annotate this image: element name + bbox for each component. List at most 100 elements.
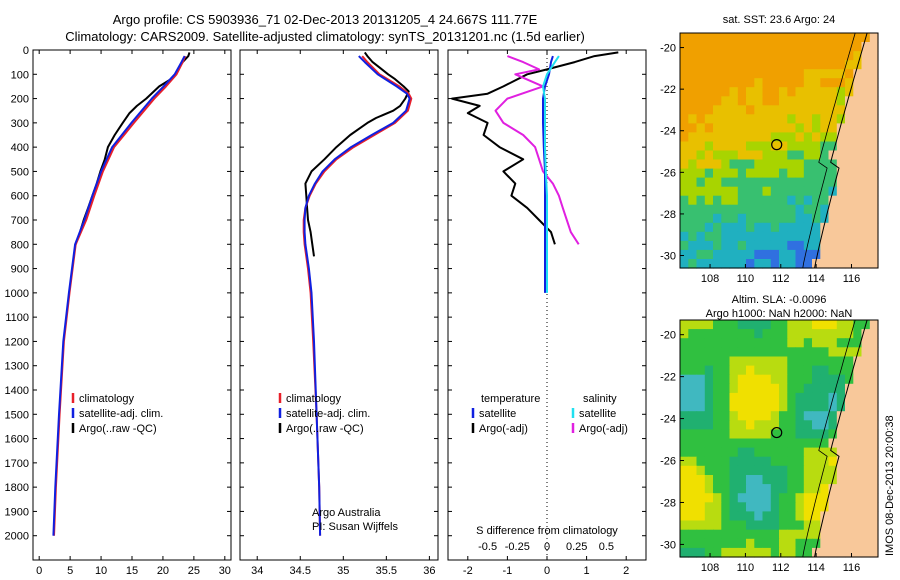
map-cell	[680, 213, 689, 224]
argo-position-marker	[771, 426, 783, 439]
map-cell	[820, 365, 830, 376]
map-cell	[795, 195, 805, 206]
map-cell	[713, 511, 722, 522]
map-cell	[754, 475, 764, 485]
map-cell	[803, 456, 813, 467]
map-cell	[713, 465, 722, 476]
map-cell	[828, 465, 838, 476]
map-cell	[836, 222, 846, 233]
sla-map: 108 110 112 114 116 -20 -22 -24 -26 -28 -30	[660, 319, 879, 574]
map-cell	[812, 186, 821, 197]
map-cell	[779, 231, 788, 242]
map-cell	[820, 420, 830, 430]
map-cell	[787, 240, 797, 251]
x-tick-label: 2	[623, 565, 629, 577]
map-cell	[754, 356, 764, 367]
map-cell	[820, 338, 830, 348]
map-cell	[812, 132, 821, 142]
map-cell	[787, 213, 797, 224]
map-cell	[861, 484, 871, 494]
map-cell	[779, 259, 788, 269]
map-cell	[754, 320, 764, 330]
map-cell	[836, 475, 846, 485]
map-cell	[704, 438, 714, 449]
map-cell	[795, 356, 805, 367]
map-cell	[754, 438, 764, 449]
map-cell	[779, 329, 788, 339]
map-cell	[721, 392, 731, 403]
map-cell	[688, 383, 698, 394]
map-cell	[746, 475, 755, 485]
map-cell	[779, 186, 788, 197]
map-cell	[746, 465, 755, 476]
map-cell	[762, 320, 772, 330]
map-cell	[803, 365, 813, 376]
map-cell	[828, 520, 838, 531]
map-cell	[845, 529, 854, 540]
map-cell	[746, 177, 755, 188]
map-cell	[754, 447, 764, 458]
map-cell	[713, 502, 722, 512]
map-cell	[680, 374, 689, 385]
map-cell	[762, 447, 772, 458]
map-cell	[770, 392, 780, 403]
map-cell	[762, 429, 772, 440]
map-cell	[820, 429, 830, 440]
map-cell	[729, 502, 739, 512]
map-cell	[779, 150, 788, 161]
map-cell	[746, 159, 755, 170]
map-cell	[704, 447, 714, 458]
figure-title-line1: Argo profile: CS 5903936_71 02-Dec-2013 …	[112, 12, 538, 27]
map-cell	[861, 465, 871, 476]
map-cell	[861, 240, 871, 251]
map-cell	[721, 213, 731, 224]
map-cell	[721, 249, 731, 260]
map-cell	[836, 42, 846, 52]
map-cell	[729, 493, 739, 503]
map-cell	[680, 177, 689, 188]
map-cell	[729, 529, 739, 540]
map-cell	[828, 177, 838, 188]
map-cell	[770, 177, 780, 188]
map-cell	[688, 475, 698, 485]
map-cell	[770, 356, 780, 367]
map-cell	[861, 78, 871, 88]
map-cell	[737, 51, 747, 61]
x-tick-label: 36	[423, 565, 435, 577]
map-cell	[828, 411, 838, 421]
map-cell	[729, 114, 739, 124]
map-cell	[762, 249, 772, 260]
map-cell	[696, 547, 706, 558]
map-x-tick-label: 116	[843, 562, 861, 574]
map-cell	[787, 338, 797, 348]
map-cell	[820, 51, 830, 61]
map-cell	[754, 204, 764, 215]
map-cell	[845, 402, 854, 412]
map-cell	[861, 87, 871, 97]
map-x-tick-label: 116	[843, 273, 861, 285]
map-cell	[688, 484, 698, 494]
map-cell	[820, 123, 830, 133]
map-cell	[737, 365, 747, 376]
map-cell	[746, 438, 755, 449]
map-cell	[754, 141, 764, 152]
map-cell	[762, 374, 772, 385]
map-cell	[688, 231, 698, 242]
map-cell	[696, 249, 706, 260]
map-cell	[828, 347, 838, 357]
map-cell	[779, 538, 788, 549]
map-cell	[836, 511, 846, 522]
map-cell	[853, 87, 863, 97]
map-cell	[795, 520, 805, 531]
map-cell	[754, 365, 764, 376]
map-cell	[704, 168, 714, 179]
map-cell	[713, 177, 722, 188]
map-cell	[869, 159, 879, 170]
map-cell	[713, 159, 722, 170]
map-cell	[836, 493, 846, 503]
map-cell	[812, 60, 821, 70]
map-cell	[770, 338, 780, 348]
map-cell	[779, 132, 788, 142]
map-cell	[746, 186, 755, 197]
map-cell	[737, 204, 747, 215]
